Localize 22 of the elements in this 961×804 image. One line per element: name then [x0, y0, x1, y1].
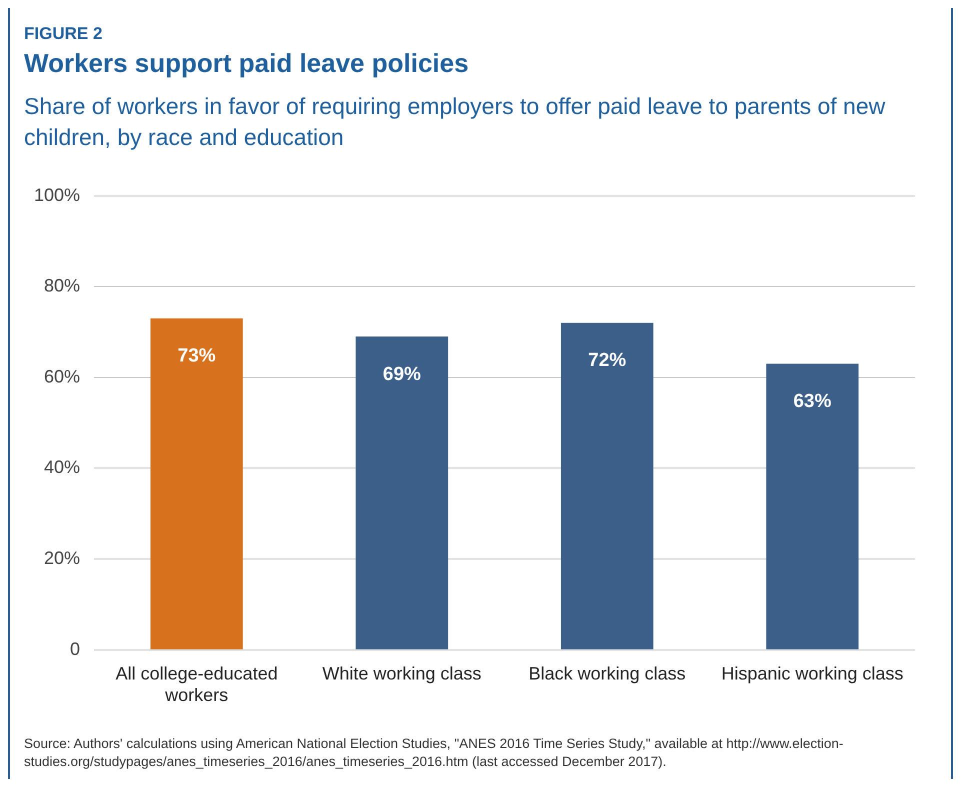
y-tick-label: 80%	[44, 276, 80, 296]
data-label: 73%	[178, 346, 216, 367]
y-tick-label: 60%	[44, 366, 80, 386]
chart-title: Workers support paid leave policies	[24, 48, 470, 79]
data-label: 63%	[793, 391, 832, 412]
x-tick-label: Black working class	[528, 664, 686, 684]
bar	[150, 318, 243, 650]
y-tick-label: 100%	[34, 184, 80, 205]
source-note: Source: Authors' calculations using American National Election Studies, "ANES 2016 Time Series Study," available at http://www.election-studies.org/studypages/anes_timeseries_2016/anes_timeseries_2016.htm (last accessed December 2017).	[24, 735, 844, 771]
bar	[766, 364, 859, 650]
y-tick-label: 20%	[44, 548, 80, 568]
bar	[356, 336, 448, 650]
x-tick-label: White working class	[322, 664, 482, 684]
x-tick-label: Hispanic working class	[721, 664, 904, 684]
data-label: 69%	[382, 364, 422, 385]
data-label: 72%	[588, 350, 626, 372]
bar	[560, 322, 654, 650]
y-tick-label: 40%	[44, 457, 80, 478]
y-tick-label: 0	[70, 638, 80, 659]
chart-subtitle: Share of workers in favor of requiring employers to offer paid leave to parents of new children, by race and education	[24, 92, 886, 152]
x-tick-label: All college-educated workers	[116, 664, 278, 706]
caption: FIGURE 2	[24, 23, 104, 44]
